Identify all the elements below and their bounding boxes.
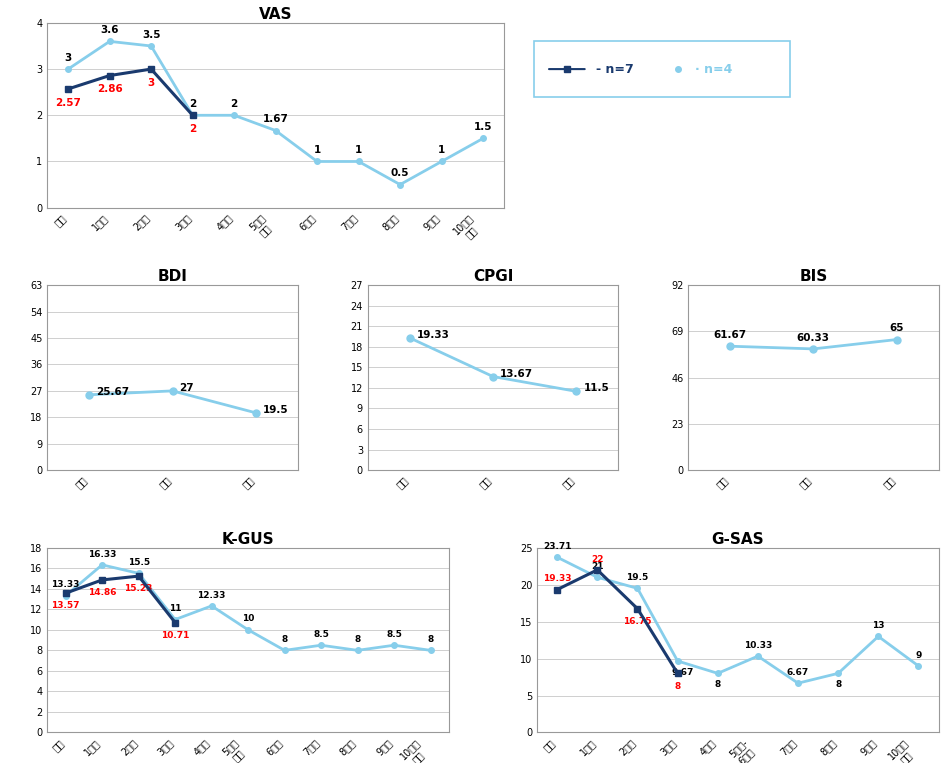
Text: 8: 8 xyxy=(355,635,360,644)
Title: K-GUS: K-GUS xyxy=(222,532,274,546)
Text: 22: 22 xyxy=(591,555,604,564)
Text: 8: 8 xyxy=(835,681,841,689)
Text: - n=7: - n=7 xyxy=(595,63,633,76)
Text: 19.33: 19.33 xyxy=(543,575,572,583)
Text: 60.33: 60.33 xyxy=(797,333,830,343)
Text: 13: 13 xyxy=(872,621,884,630)
Text: 15.23: 15.23 xyxy=(124,584,153,594)
Text: 10: 10 xyxy=(242,614,254,623)
Text: 19.33: 19.33 xyxy=(416,330,449,340)
Text: 6.67: 6.67 xyxy=(787,668,810,677)
Text: 8.5: 8.5 xyxy=(386,630,402,639)
Text: 21: 21 xyxy=(591,562,604,571)
Text: 19.5: 19.5 xyxy=(627,573,648,582)
Title: BIS: BIS xyxy=(799,269,828,284)
Text: · n=4: · n=4 xyxy=(695,63,732,76)
Text: 10.33: 10.33 xyxy=(744,641,772,650)
Text: 16.33: 16.33 xyxy=(88,549,117,559)
Text: 11.5: 11.5 xyxy=(583,383,610,394)
Text: 3.5: 3.5 xyxy=(142,30,160,40)
Text: 14.86: 14.86 xyxy=(88,588,117,597)
Text: 13.57: 13.57 xyxy=(51,601,80,610)
Text: 3.6: 3.6 xyxy=(100,25,118,35)
Text: 13.67: 13.67 xyxy=(500,369,533,378)
Text: 27: 27 xyxy=(179,383,194,393)
Text: 25.67: 25.67 xyxy=(96,387,129,397)
Text: 19.5: 19.5 xyxy=(263,405,288,415)
Text: 3: 3 xyxy=(148,78,155,88)
Text: 9: 9 xyxy=(915,651,921,660)
Text: 1.67: 1.67 xyxy=(263,114,288,124)
Title: VAS: VAS xyxy=(259,7,292,21)
Text: 8.5: 8.5 xyxy=(313,630,329,639)
Text: 65: 65 xyxy=(889,324,904,333)
Text: 11: 11 xyxy=(169,604,181,613)
Text: 1: 1 xyxy=(355,145,362,155)
Text: 23.71: 23.71 xyxy=(543,542,572,551)
Title: BDI: BDI xyxy=(157,269,188,284)
Title: G-SAS: G-SAS xyxy=(712,532,764,546)
Text: 16.75: 16.75 xyxy=(623,617,651,626)
Text: 2: 2 xyxy=(230,99,238,109)
Text: 2: 2 xyxy=(189,99,196,109)
Text: 1: 1 xyxy=(314,145,320,155)
Title: CPGI: CPGI xyxy=(473,269,513,284)
Text: 1.5: 1.5 xyxy=(474,122,492,132)
Text: 9.67: 9.67 xyxy=(672,668,694,677)
Text: 1: 1 xyxy=(438,145,446,155)
Text: 0.5: 0.5 xyxy=(391,169,410,179)
FancyBboxPatch shape xyxy=(534,41,790,97)
Text: 8: 8 xyxy=(674,681,681,691)
Text: 3: 3 xyxy=(64,53,72,63)
Text: 8: 8 xyxy=(428,635,433,644)
Text: 8: 8 xyxy=(282,635,288,644)
Text: 12.33: 12.33 xyxy=(197,591,226,600)
Text: 2: 2 xyxy=(189,124,196,134)
Text: 61.67: 61.67 xyxy=(713,330,746,340)
Text: 10.71: 10.71 xyxy=(161,631,190,640)
Text: 13.33: 13.33 xyxy=(51,581,80,589)
Text: 2.86: 2.86 xyxy=(97,84,122,94)
Text: 8: 8 xyxy=(715,681,720,689)
Text: 2.57: 2.57 xyxy=(55,98,82,108)
Text: 15.5: 15.5 xyxy=(128,558,150,567)
